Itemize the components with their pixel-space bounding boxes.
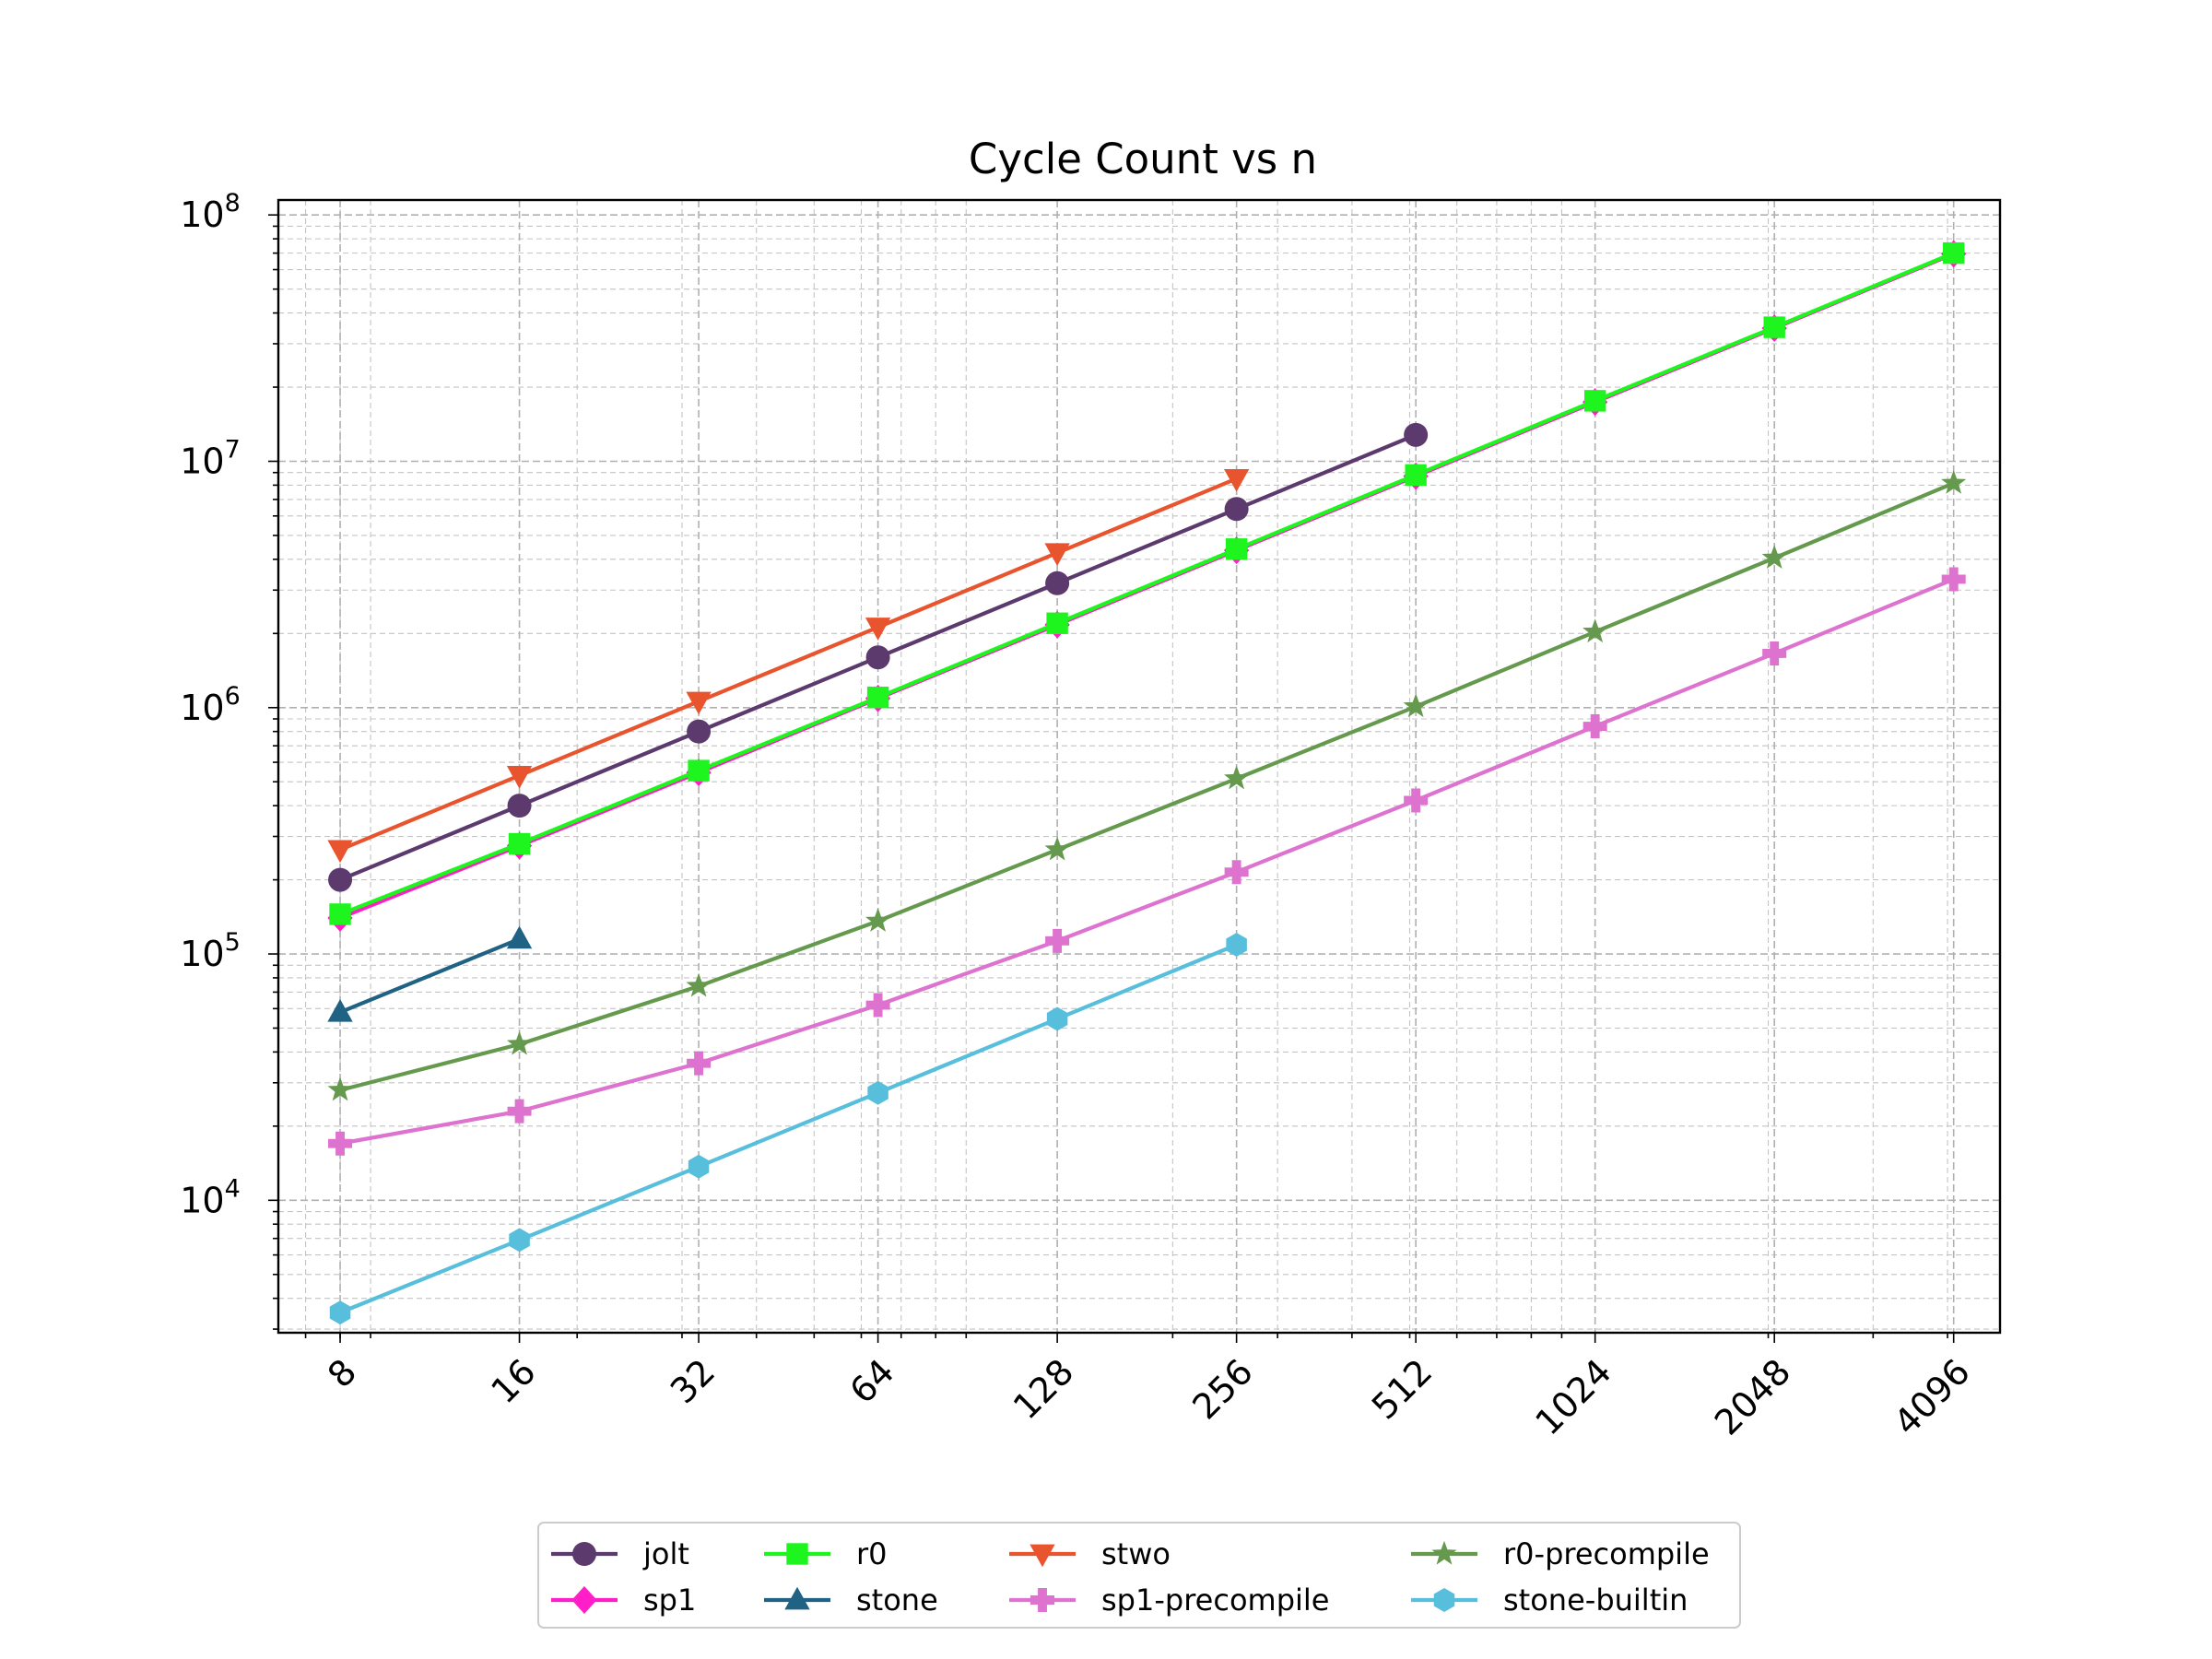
series-line-stwo <box>339 477 1238 852</box>
legend-label-stone: stone <box>856 1583 938 1618</box>
data-point-r0 <box>1405 464 1427 487</box>
data-point-r0-precompile <box>865 908 891 932</box>
data-point-r0-precompile <box>1761 545 1787 569</box>
legend-label-stone-builtin: stone-builtin <box>1503 1583 1688 1618</box>
y-tick-label: 107 <box>180 435 241 481</box>
data-point-stwo <box>686 691 712 715</box>
data-point-r0-precompile <box>686 972 712 997</box>
data-point-jolt <box>1404 422 1429 447</box>
legend-label-sp1: sp1 <box>643 1583 696 1618</box>
series-layer <box>327 240 1967 1325</box>
series-stone-builtin <box>329 933 1247 1325</box>
data-point-r0 <box>329 903 351 925</box>
legend-marker-r0-precompile <box>1431 1540 1457 1565</box>
data-point-r0-precompile <box>506 1030 533 1055</box>
legend-entry-sp1: sp1 <box>551 1583 696 1618</box>
legend-entry-jolt: jolt <box>551 1536 689 1571</box>
data-point-sp1-precompile <box>1045 928 1070 953</box>
y-tick-label: 104 <box>180 1174 241 1220</box>
data-point-stone <box>506 925 533 949</box>
legend-marker-stone-builtin <box>1433 1588 1455 1612</box>
legend-label-r0-precompile: r0-precompile <box>1503 1536 1710 1571</box>
legend-marker-sp1 <box>571 1586 597 1614</box>
data-point-r0 <box>1943 241 1965 265</box>
data-point-sp1-precompile <box>328 1131 353 1156</box>
data-point-jolt <box>865 645 890 670</box>
series-line-r0 <box>339 251 1955 916</box>
data-point-sp1-precompile <box>1762 641 1787 665</box>
y-tick-label: 108 <box>180 189 241 235</box>
legend-marker-stone <box>784 1586 810 1610</box>
data-point-stwo <box>1223 468 1250 492</box>
legend-label-jolt: jolt <box>642 1536 689 1571</box>
series-stwo <box>327 468 1250 864</box>
data-point-stwo <box>865 618 891 641</box>
data-point-sp1-precompile <box>1941 567 1966 592</box>
data-point-r0-precompile <box>1044 836 1070 861</box>
data-point-stwo <box>327 840 353 864</box>
series-line-stone <box>339 936 521 1015</box>
data-point-sp1-precompile <box>507 1099 532 1124</box>
data-point-stone <box>327 998 353 1022</box>
series-r0 <box>329 241 1965 925</box>
legend-entry-stone: stone <box>764 1583 938 1618</box>
data-point-jolt <box>1045 571 1070 595</box>
data-point-jolt <box>687 719 712 744</box>
data-point-r0 <box>1046 612 1068 634</box>
data-point-r0-precompile <box>1403 693 1429 718</box>
data-point-stone-builtin <box>867 1080 888 1105</box>
legend-marker-sp1-precompile <box>1030 1588 1054 1612</box>
series-jolt <box>328 422 1429 892</box>
data-point-sp1-precompile <box>1224 860 1249 885</box>
data-point-stwo <box>1044 543 1070 567</box>
data-point-stwo <box>506 766 533 789</box>
data-point-sp1-precompile <box>1583 714 1607 739</box>
data-point-r0 <box>688 759 710 782</box>
legend-marker-stwo <box>1030 1544 1055 1568</box>
data-point-sp1-precompile <box>865 993 890 1018</box>
data-point-r0 <box>866 687 889 709</box>
data-point-sp1-precompile <box>1404 788 1429 813</box>
grid <box>278 200 2000 1333</box>
legend-entry-stwo: stwo <box>1009 1536 1171 1571</box>
data-point-stone-builtin <box>509 1228 530 1253</box>
legend-entry-r0-precompile: r0-precompile <box>1411 1536 1710 1571</box>
legend-entry-sp1-precompile: sp1-precompile <box>1009 1583 1329 1618</box>
plot-frame <box>276 198 2002 1335</box>
legend: jolt sp1 r0 stone stwo sp1-precompile r0-preco… <box>537 1522 1741 1629</box>
legend-entry-stone-builtin: stone-builtin <box>1411 1583 1688 1618</box>
legend-entry-r0: r0 <box>764 1536 888 1571</box>
series-r0-precompile <box>327 469 1967 1101</box>
legend-label-sp1-precompile: sp1-precompile <box>1101 1583 1329 1618</box>
data-point-r0-precompile <box>1583 618 1608 643</box>
data-point-jolt <box>507 794 532 818</box>
data-point-jolt <box>1224 497 1249 522</box>
chart-title: Cycle Count vs n <box>969 135 1317 183</box>
data-point-r0-precompile <box>1941 469 1967 494</box>
data-point-r0-precompile <box>327 1077 353 1101</box>
series-sp1-precompile <box>328 567 1966 1156</box>
data-point-jolt <box>328 867 353 892</box>
data-point-stone-builtin <box>1046 1006 1068 1031</box>
legend-label-r0: r0 <box>856 1536 888 1571</box>
data-point-stone-builtin <box>688 1154 710 1179</box>
data-point-r0 <box>1225 538 1248 560</box>
data-point-stone-builtin <box>1226 933 1247 958</box>
legend-marker-r0 <box>786 1543 808 1565</box>
data-point-sp1-precompile <box>687 1051 712 1076</box>
series-line-r0-precompile <box>339 481 1955 1092</box>
series-line-sp1-precompile <box>339 577 1955 1146</box>
data-point-r0 <box>508 832 531 855</box>
series-line-stone-builtin <box>339 943 1238 1315</box>
y-tick-label: 106 <box>180 682 241 728</box>
data-point-stone-builtin <box>329 1300 351 1325</box>
legend-marker-jolt <box>572 1542 596 1566</box>
series-stone <box>327 925 533 1022</box>
y-tick-label: 105 <box>180 928 241 974</box>
data-point-r0 <box>1763 316 1785 338</box>
data-point-r0 <box>1583 390 1606 412</box>
legend-label-stwo: stwo <box>1101 1536 1171 1571</box>
data-point-r0-precompile <box>1224 765 1250 790</box>
